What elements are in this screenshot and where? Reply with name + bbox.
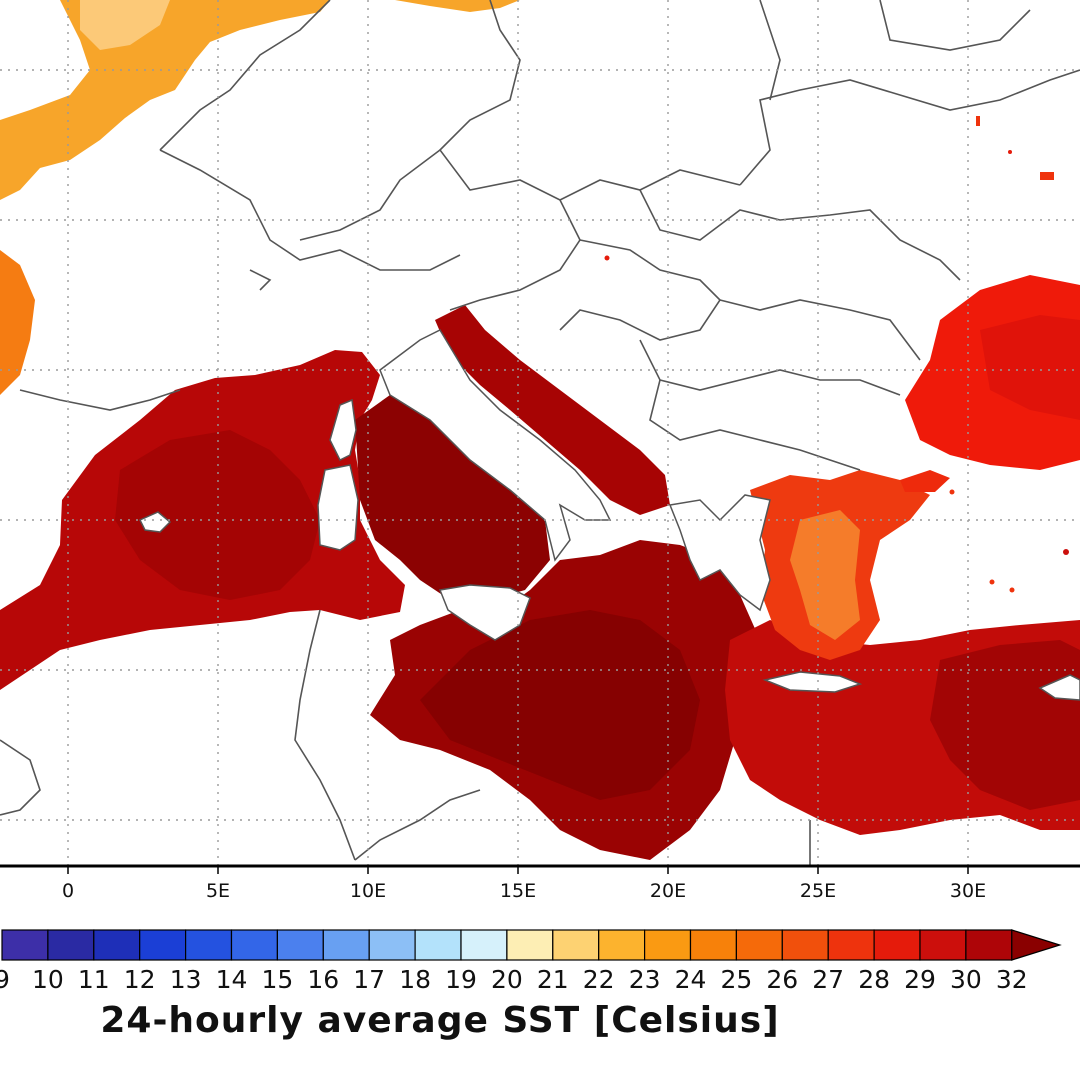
colorbar-label: 23 — [629, 965, 661, 994]
colorbar-swatch — [919, 929, 967, 961]
colorbar-label: 29 — [904, 965, 936, 994]
corsica-island — [329, 398, 357, 462]
colorbar: 9 10 11 12 13 14 15 16 17 18 19 20 21 22 23 24 25 26 27 28 2… — [0, 929, 1062, 994]
colorbar-label: 25 — [720, 965, 752, 994]
colorbar-label: 28 — [858, 965, 890, 994]
colorbar-label: 10 — [32, 965, 64, 994]
colorbar-swatch — [506, 929, 554, 961]
balearic-island — [138, 511, 172, 533]
colorbar-swatch — [93, 929, 141, 961]
colorbar-label: 27 — [812, 965, 844, 994]
colorbar-swatch — [689, 929, 738, 961]
levantine-darker — [930, 640, 1080, 810]
colorbar-swatch — [185, 929, 233, 961]
colorbar-label: 19 — [445, 965, 477, 994]
longitude-label: 20E — [650, 880, 686, 902]
tyrrhenian-sea — [355, 395, 550, 600]
colorbar-swatch — [414, 929, 462, 961]
colorbar-label: 24 — [675, 965, 707, 994]
colorbar-label: 9 — [0, 965, 10, 994]
colorbar-label: 30 — [950, 965, 982, 994]
colorbar-label: 32 — [996, 965, 1028, 994]
colorbar-label: 18 — [399, 965, 431, 994]
longitude-axis: 0 5E 10E 15E 20E 25E 30E — [62, 866, 986, 902]
colorbar-swatch — [827, 929, 875, 961]
colorbar-label: 21 — [537, 965, 569, 994]
aegean-orange-core — [790, 510, 860, 640]
colorbar-swatch — [230, 929, 279, 961]
colorbar-swatch — [643, 929, 692, 961]
colorbar-swatch — [1, 929, 49, 961]
bay-of-biscay-region — [0, 250, 35, 395]
greece-land — [668, 494, 771, 612]
colorbar-label: 14 — [216, 965, 248, 994]
sicily-island — [438, 584, 531, 641]
colorbar-swatch — [139, 929, 187, 961]
colorbar-swatch — [598, 929, 646, 961]
adriatic-sea — [435, 305, 670, 515]
colorbar-label: 26 — [766, 965, 798, 994]
colorbar-arrow — [1011, 929, 1062, 961]
colorbar-label: 13 — [170, 965, 202, 994]
sea-of-marmara — [900, 470, 950, 492]
north-sea-east-patch — [395, 0, 520, 12]
longitude-label: 0 — [62, 880, 74, 902]
colorbar-label: 16 — [307, 965, 339, 994]
cyprus-island — [1038, 674, 1080, 701]
colorbar-label: 22 — [583, 965, 615, 994]
longitude-label: 30E — [950, 880, 986, 902]
crete-island — [762, 671, 863, 693]
colorbar-swatch — [781, 929, 829, 961]
colorbar-swatch — [873, 929, 921, 961]
longitude-label: 15E — [500, 880, 536, 902]
map-title: 24-hourly average SST [Celsius] — [100, 1000, 779, 1041]
north-sea-region — [0, 0, 330, 200]
colorbar-swatch — [276, 929, 324, 961]
black-sea-east — [980, 315, 1080, 420]
colorbar-swatch — [965, 929, 1013, 961]
colorbar-label: 20 — [491, 965, 523, 994]
colorbar-swatch — [368, 929, 416, 961]
country-borders — [0, 0, 1080, 866]
map-area — [0, 0, 1080, 866]
colorbar-swatch — [322, 929, 370, 961]
longitude-label: 25E — [800, 880, 836, 902]
colorbar-label: 15 — [261, 965, 293, 994]
longitude-label: 10E — [350, 880, 386, 902]
colorbar-swatch — [460, 929, 508, 961]
colorbar-label: 12 — [124, 965, 156, 994]
sardinia-island — [317, 464, 359, 551]
colorbar-label: 11 — [78, 965, 110, 994]
colorbar-swatch — [552, 929, 600, 961]
north-sea-light-patch — [80, 0, 170, 50]
colorbar-swatch — [735, 929, 783, 961]
colorbar-label: 17 — [353, 965, 385, 994]
inland-water-dots — [604, 116, 1069, 593]
graticule — [0, 0, 1080, 866]
colorbar-swatch — [47, 929, 95, 961]
longitude-label: 5E — [206, 880, 230, 902]
ionian-darker-core — [420, 610, 700, 800]
western-med-darker — [115, 430, 320, 600]
